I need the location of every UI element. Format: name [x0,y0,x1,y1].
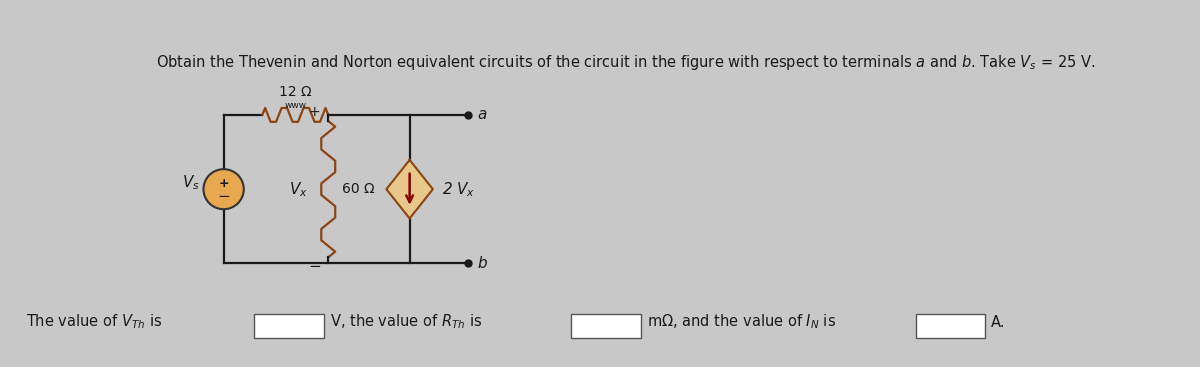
Text: −: − [308,259,320,274]
Text: 60 Ω: 60 Ω [342,182,374,196]
Text: +: + [308,105,320,120]
Text: www: www [284,101,306,110]
Circle shape [204,169,244,209]
Text: The value of $V_{Th}$ is: The value of $V_{Th}$ is [26,313,162,331]
Text: $V_x$: $V_x$ [289,180,308,199]
Text: V, the value of $R_{Th}$ is: V, the value of $R_{Th}$ is [330,313,482,331]
Text: A.: A. [991,315,1006,330]
Text: $V_s$: $V_s$ [182,174,200,192]
Polygon shape [386,160,433,218]
Text: −: − [217,189,230,204]
Text: a: a [478,108,486,122]
Text: 2 $V_x$: 2 $V_x$ [442,180,475,199]
Text: Obtain the Thevenin and Norton equivalent circuits of the circuit in the figure : Obtain the Thevenin and Norton equivalen… [156,53,1096,72]
Text: +: + [218,177,229,189]
Text: m$\Omega$, and the value of $I_N$ is: m$\Omega$, and the value of $I_N$ is [647,313,836,331]
Text: 12 Ω: 12 Ω [278,86,312,99]
Text: b: b [478,256,487,271]
